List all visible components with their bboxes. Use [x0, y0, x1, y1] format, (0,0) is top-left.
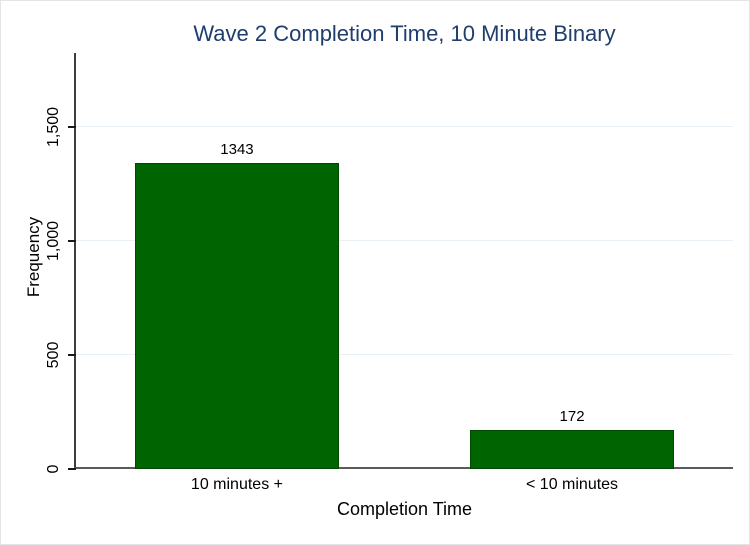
gridline-1500 [76, 126, 733, 128]
y-tick-mark-500 [68, 353, 76, 356]
gridline-1000 [76, 240, 733, 242]
x-tick-label-2: < 10 minutes [526, 476, 619, 493]
y-tick-mark-1500 [68, 125, 76, 128]
bar-value-label-1: 1343 [220, 140, 254, 158]
y-tick-mark-1000 [68, 239, 76, 242]
y-tick-label-0: 0 [45, 464, 62, 474]
y-tick-mark-0 [68, 468, 76, 470]
plot-area: 1343 172 [76, 53, 733, 469]
y-tick-label-1500: 1,500 [45, 106, 62, 147]
y-tick-label-500: 500 [45, 341, 62, 369]
bar-1 [135, 162, 339, 469]
y-axis-line [74, 53, 76, 469]
x-axis-title: Completion Time [336, 499, 473, 519]
x-axis-line [74, 467, 733, 469]
x-tick-label-1: 10 minutes + [190, 476, 283, 493]
bar-value-label-2: 172 [559, 407, 585, 425]
y-tick-label-1000: 1,000 [45, 220, 62, 261]
y-axis-title: Frequency [24, 216, 43, 298]
gridline-500 [76, 354, 733, 356]
bar-2 [470, 429, 674, 469]
chart-title: Wave 2 Completion Time, 10 Minute Binary [193, 21, 616, 46]
